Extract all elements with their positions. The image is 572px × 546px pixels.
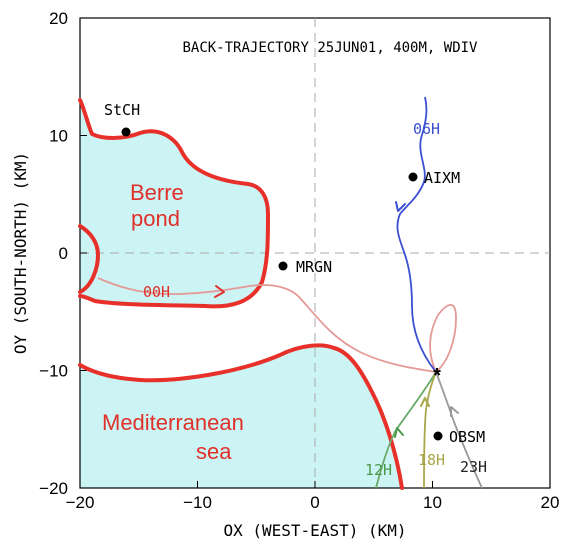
sea-label-line1: Mediterranean <box>102 410 244 435</box>
sea-label-line2: sea <box>196 439 232 464</box>
trajectory-23h-line <box>435 371 483 489</box>
tick-marks <box>79 17 551 489</box>
trajectory-06h-line <box>396 96 437 373</box>
station-label-stch: StCH <box>104 101 140 119</box>
station-label-obsm: OBSM <box>449 428 485 446</box>
berre-pond-inner-coast <box>78 224 101 294</box>
trajectory-06h-arrow <box>395 201 406 212</box>
trajectory-00h-line <box>97 277 457 373</box>
trajectory-label-00h: 00H <box>143 283 170 301</box>
x-tick-label: 20 <box>541 493 560 512</box>
trajectory-23h-arrow <box>450 406 459 417</box>
trajectory-00h-arrow <box>214 285 225 298</box>
y-tick-label: −20 <box>39 479 68 498</box>
plot-title: BACK-TRAJECTORY 25JUN01, 400M, WDIV <box>182 40 478 56</box>
station-label-aixm: AIXM <box>424 169 460 187</box>
x-axis-label: OX (WEST-EAST) (KM) <box>223 521 406 540</box>
berre-pond-coast <box>78 98 270 309</box>
station-dot-mrgn <box>278 261 288 271</box>
trajectory-18h-line <box>423 371 437 489</box>
station-dot-aixm <box>408 172 418 182</box>
berre-pond-fill <box>80 100 268 307</box>
mediterranean-sea-coast <box>78 343 404 490</box>
pond-label-line1: Berre <box>130 180 184 205</box>
station-dot-stch <box>121 127 131 137</box>
trajectory-12h-arrow <box>394 427 404 438</box>
trajectory-label-06h: 06H <box>413 120 440 138</box>
x-tick-label: −20 <box>66 493 95 512</box>
station-label-mrgn: MRGN <box>296 258 332 276</box>
y-tick-label: 20 <box>49 9 68 28</box>
trajectory-label-18h: 18H <box>418 451 445 469</box>
station-dot-obsm <box>433 431 443 441</box>
trajectory-label-12h: 12H <box>365 461 392 479</box>
y-tick-label: −10 <box>39 362 68 381</box>
y-tick-label: 10 <box>49 127 68 146</box>
x-tick-label: 10 <box>423 493 442 512</box>
y-tick-label: 0 <box>59 244 68 263</box>
pond-label-line2: pond <box>131 206 180 231</box>
x-tick-label: −10 <box>183 493 212 512</box>
release-point-marker: * <box>433 365 441 387</box>
trajectory-18h-arrow <box>420 397 430 407</box>
y-axis-label: OY (SOUTH-NORTH) (KM) <box>11 152 30 354</box>
x-tick-label: 0 <box>310 493 319 512</box>
trajectory-label-23h: 23H <box>460 458 487 476</box>
